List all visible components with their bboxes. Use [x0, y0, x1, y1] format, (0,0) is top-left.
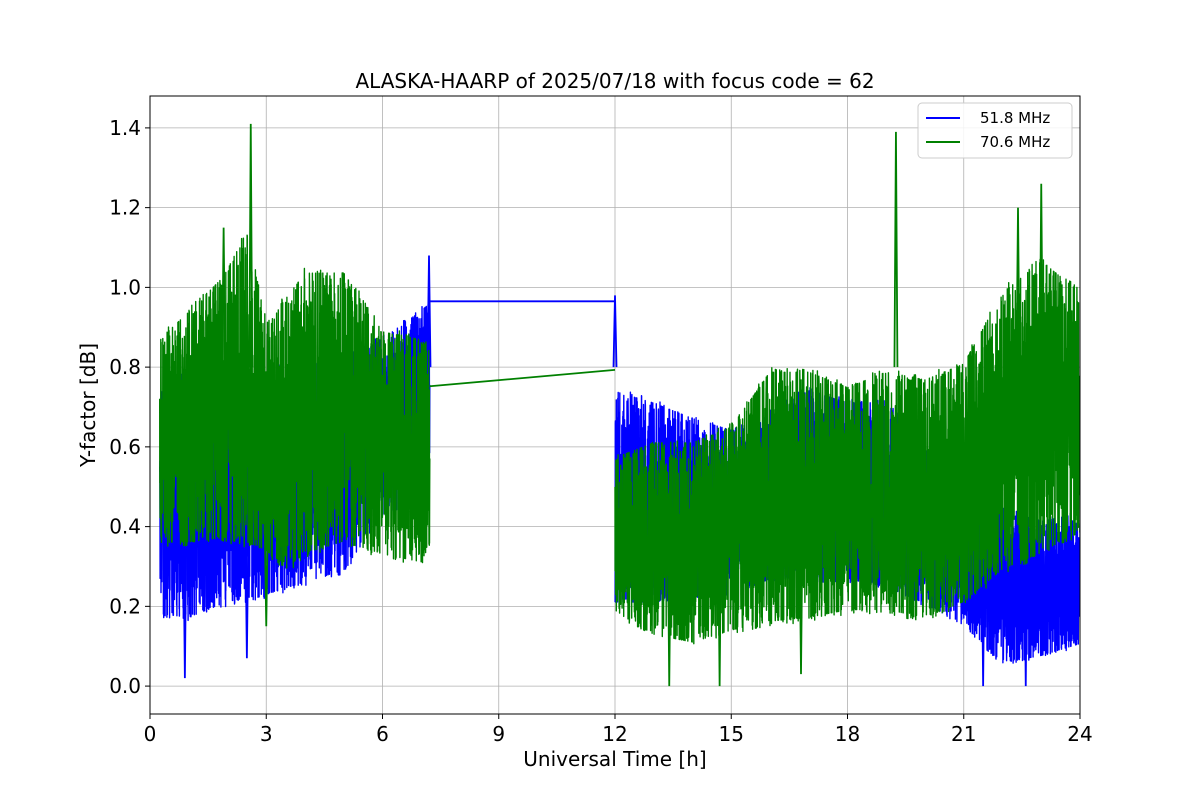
y-tick-label: 0.8: [109, 355, 141, 379]
series-spike: [244, 526, 250, 659]
x-tick-label: 21: [951, 722, 976, 746]
axis-ticks: 0 3 6 9 12 15 18 21 24 0.0 0.2 0.4 0.6 0.8 1.0 1.2 1.4: [109, 116, 1093, 746]
x-tick-label: 0: [144, 722, 157, 746]
x-axis-label: Universal Time [h]: [523, 747, 706, 771]
y-tick-label: 0.2: [109, 594, 141, 618]
series-spike: [717, 526, 723, 687]
series-spike: [893, 131, 899, 368]
legend-box: [917, 102, 1073, 159]
x-tick-label: 15: [719, 722, 744, 746]
x-tick-label: 12: [602, 722, 627, 746]
y-tick-label: 0.6: [109, 435, 141, 459]
y-tick-label: 1.2: [109, 196, 141, 220]
series-gap-connector: [429, 369, 616, 388]
series-spike: [182, 526, 188, 679]
y-tick-label: 0.4: [109, 515, 141, 539]
y-tick-label: 1.4: [109, 116, 141, 140]
series-706-group: [159, 123, 1080, 687]
x-tick-label: 18: [835, 722, 860, 746]
legend-label-51-8: 51.8 MHz: [980, 109, 1050, 127]
legend: 51.8 MHz 70.6 MHz: [917, 102, 1073, 159]
series-spike: [980, 526, 986, 687]
y-axis-label: Y-factor [dB]: [76, 343, 100, 468]
series-trace-segment: [159, 234, 431, 569]
x-tick-label: 6: [376, 722, 389, 746]
series-spike: [1038, 183, 1044, 368]
series-spike: [666, 526, 672, 687]
x-tick-label: 24: [1067, 722, 1092, 746]
series-spike: [1015, 207, 1021, 368]
series-spike: [798, 526, 804, 675]
series-trace-segment: [614, 258, 1080, 645]
series-spike: [612, 295, 618, 368]
y-tick-label: 0.0: [109, 674, 141, 698]
x-tick-label: 3: [260, 722, 273, 746]
y-tick-label: 1.0: [109, 275, 141, 299]
series-spike: [263, 526, 269, 627]
chart-title: ALASKA-HAARP of 2025/07/18 with focus co…: [355, 69, 874, 93]
x-tick-label: 9: [492, 722, 505, 746]
legend-label-70-6: 70.6 MHz: [980, 133, 1050, 151]
series-spike: [1023, 526, 1029, 687]
series-layer: [159, 123, 1080, 687]
series-spike: [248, 123, 254, 368]
series-spike: [221, 227, 227, 368]
series-spike: [426, 255, 432, 368]
